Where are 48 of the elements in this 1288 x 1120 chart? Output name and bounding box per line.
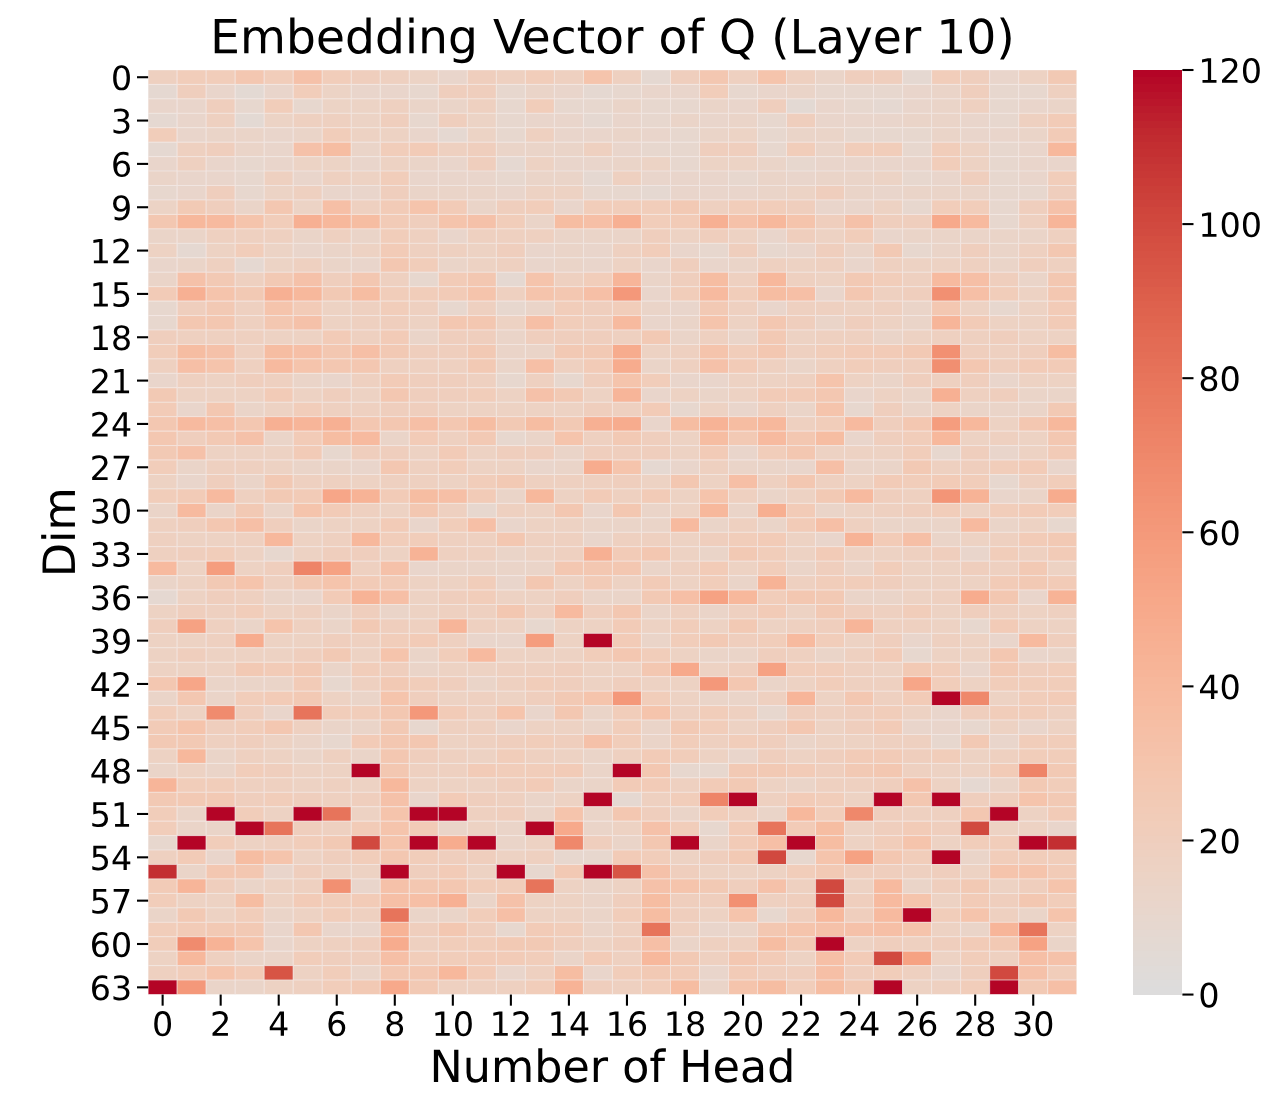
- y-tick-label: 36: [92, 585, 131, 611]
- x-tick-label: 8: [386, 1011, 404, 1037]
- x-tick-label: 22: [782, 1011, 819, 1036]
- x-tick-label: 12: [493, 1011, 529, 1036]
- y-tick-label: 24: [92, 411, 131, 437]
- y-tick-label: 18: [93, 325, 130, 351]
- y-tick-label: 48: [91, 758, 130, 784]
- x-tick-label: 0: [154, 1011, 172, 1037]
- y-axis-title: Dim: [41, 491, 75, 573]
- y-tick-label: 30: [92, 498, 130, 524]
- color-bar-label: 120: [1202, 57, 1260, 84]
- color-bar-label: 80: [1200, 366, 1239, 392]
- y-tick-label: 33: [92, 541, 130, 568]
- color-bar-label: 40: [1199, 674, 1239, 700]
- x-tick-label: 24: [840, 1011, 879, 1036]
- x-tick-label: 2: [212, 1011, 228, 1036]
- y-tick-label: 15: [93, 282, 130, 308]
- x-tick-label: 14: [551, 1011, 589, 1036]
- x-tick-label: 18: [667, 1011, 704, 1037]
- x-tick-label: 16: [609, 1011, 647, 1037]
- y-tick-label: 42: [91, 671, 129, 697]
- y-tick-label: 0: [113, 65, 130, 91]
- y-tick-label: 6: [113, 151, 131, 178]
- y-tick-label: 63: [92, 975, 130, 1001]
- y-tick-label: 60: [92, 931, 130, 958]
- y-tick-label: 54: [92, 845, 131, 871]
- y-tick-label: 39: [92, 628, 130, 654]
- y-tick-label: 27: [92, 455, 130, 480]
- x-tick-label: 4: [269, 1011, 288, 1036]
- x-tick-label: 28: [956, 1011, 995, 1037]
- y-tick-label: 3: [113, 108, 130, 134]
- x-tick-label: 20: [724, 1011, 763, 1037]
- x-tick-label: 30: [1014, 1011, 1053, 1037]
- chart-title: Embedding Vector of Q (Layer 10): [214, 17, 1011, 64]
- y-tick-label: 45: [91, 715, 130, 741]
- x-tick-label: 10: [435, 1011, 472, 1037]
- color-bar-label: 0: [1200, 982, 1218, 1008]
- color-bar-label: 100: [1202, 212, 1260, 238]
- y-tick-label: 9: [113, 195, 130, 221]
- color-bar-label: 60: [1200, 520, 1239, 546]
- x-axis-title: Number of Head: [433, 1048, 792, 1083]
- y-tick-label: 12: [93, 238, 129, 264]
- color-bar-label: 20: [1200, 828, 1239, 854]
- y-tick-label: 21: [92, 368, 130, 394]
- y-tick-label: 51: [92, 802, 130, 828]
- x-tick-label: 26: [898, 1011, 937, 1037]
- y-tick-label: 57: [92, 889, 130, 914]
- x-tick-label: 6: [328, 1011, 346, 1037]
